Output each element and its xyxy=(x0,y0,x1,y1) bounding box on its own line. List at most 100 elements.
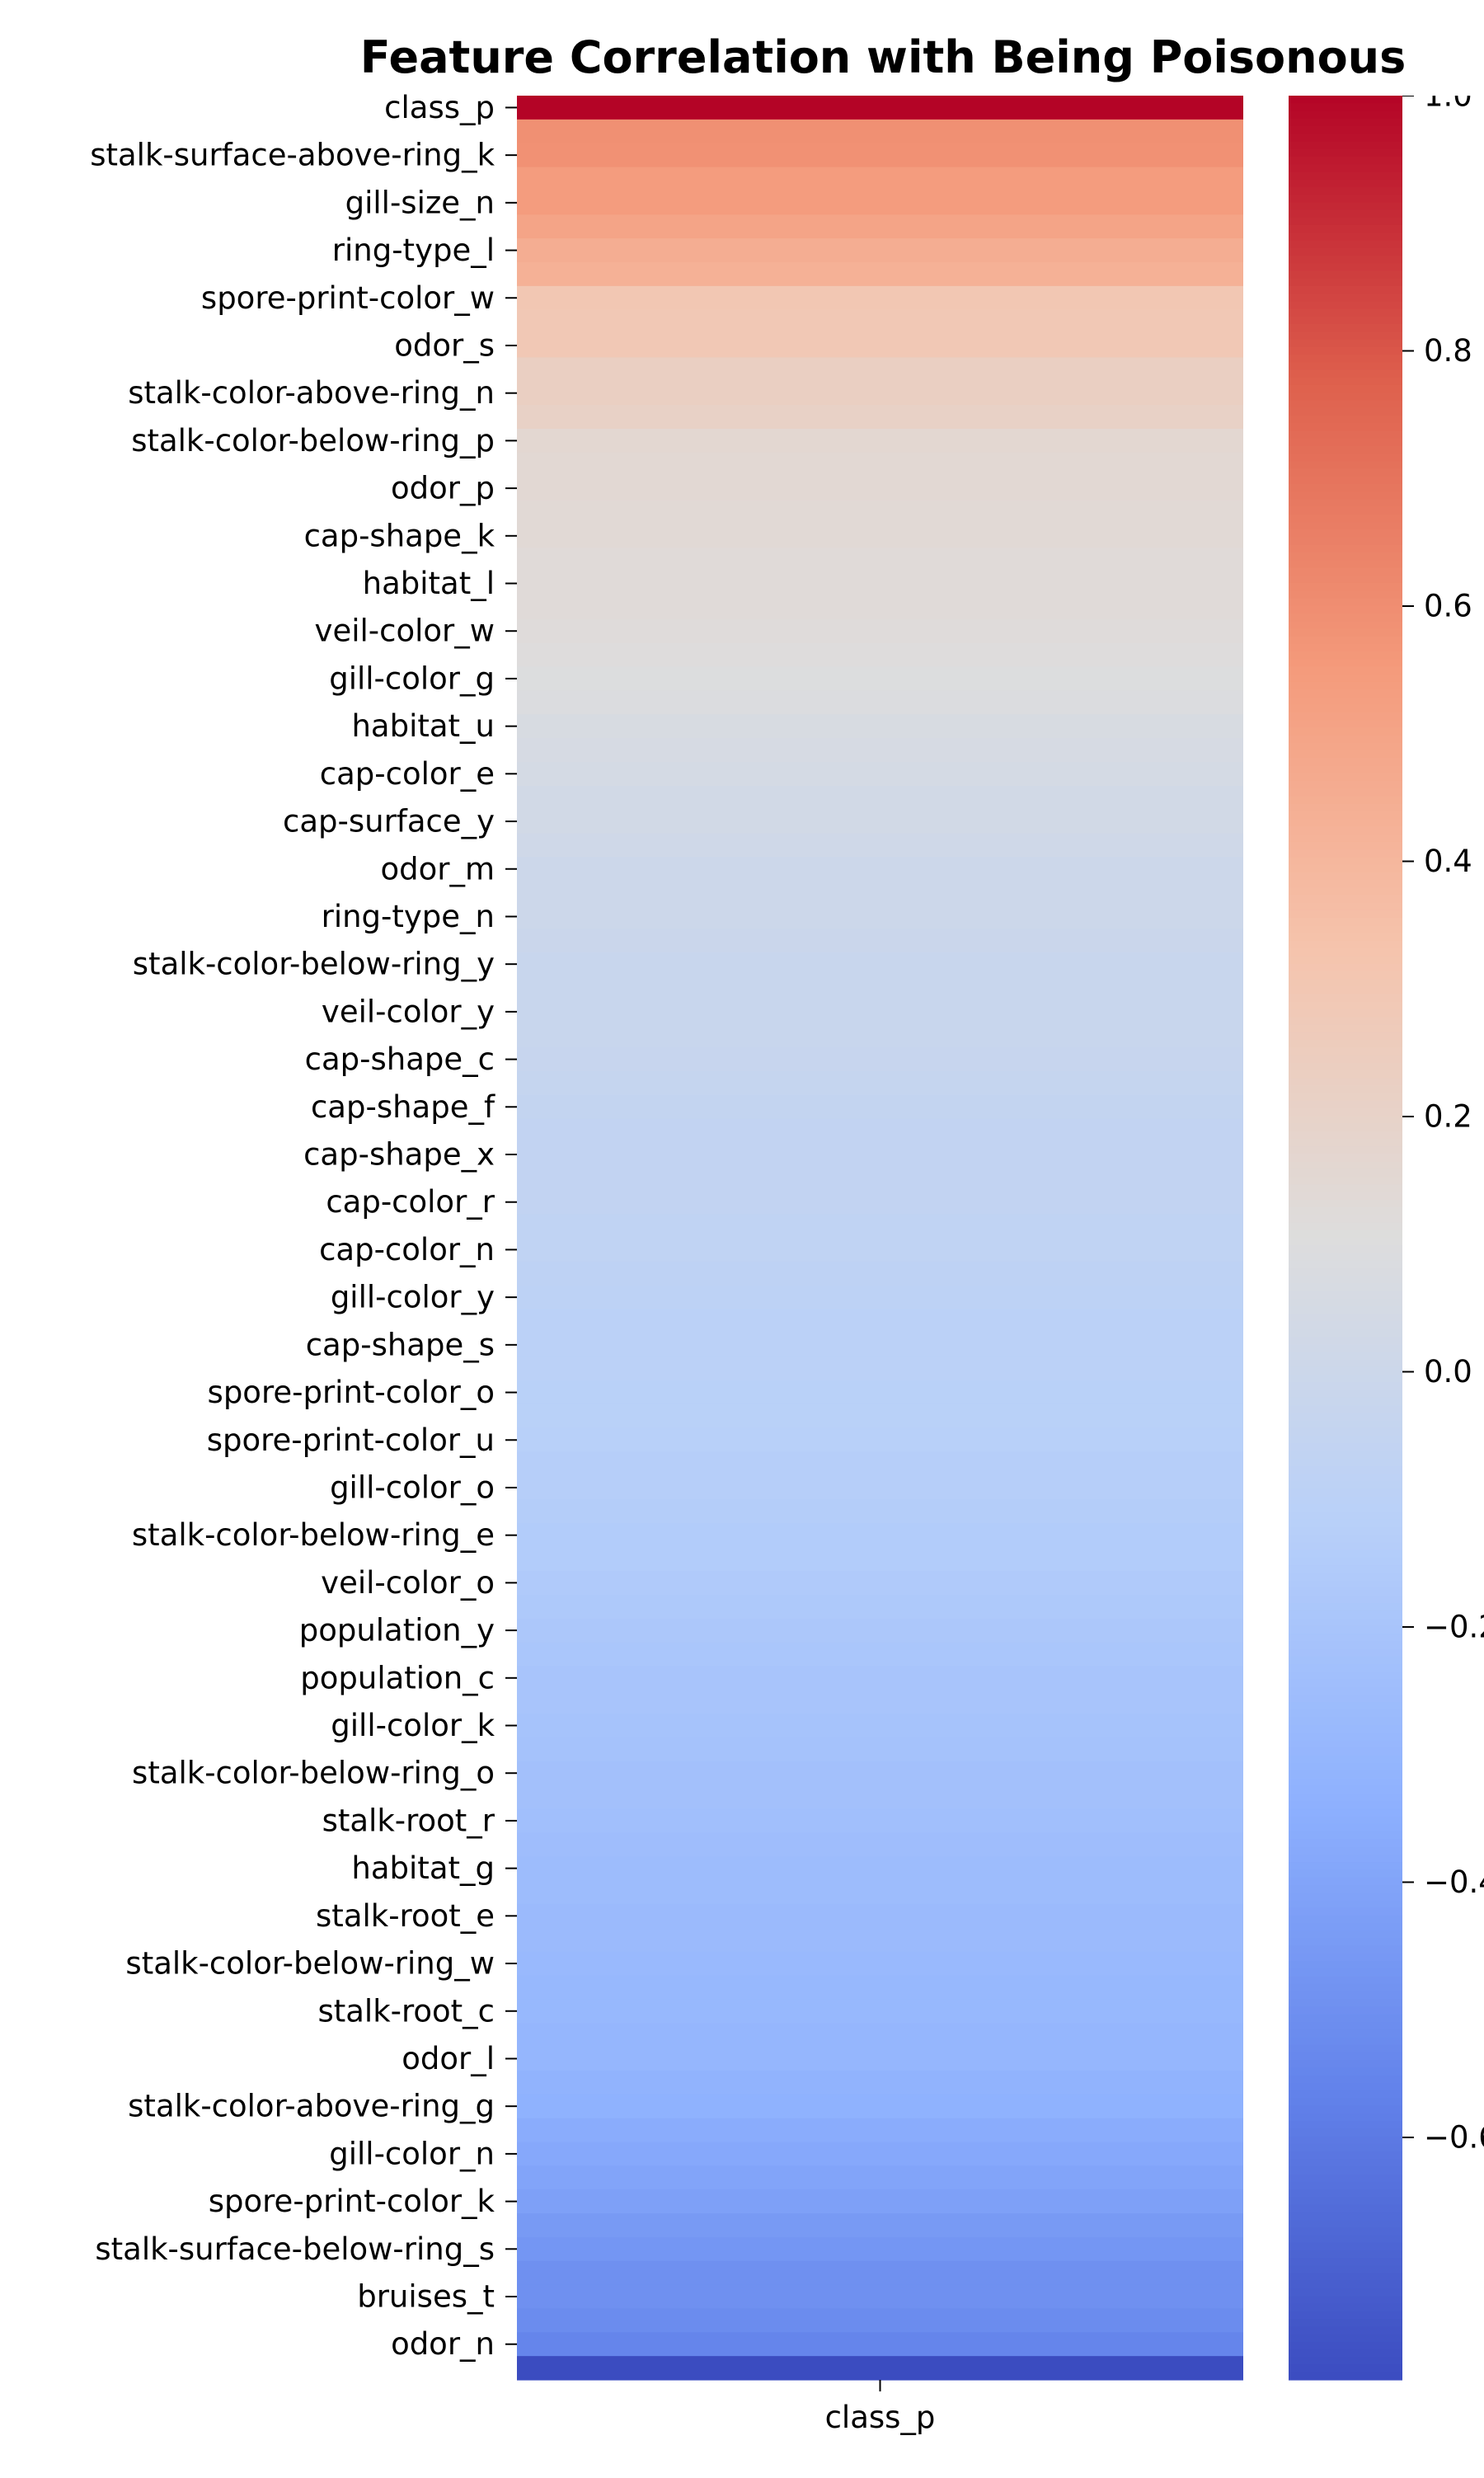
colorbar-segment xyxy=(1289,2136,1402,2145)
row-tick-label: veil-color_o xyxy=(321,1565,495,1601)
heatmap-cell xyxy=(517,1594,1243,1620)
colorbar-segment xyxy=(1289,940,1402,949)
colorbar-segment xyxy=(1289,1672,1402,1681)
colorbar-segment xyxy=(1289,1930,1402,1940)
heatmap-cell xyxy=(517,2118,1243,2143)
colorbar-segment xyxy=(1289,544,1402,553)
colorbar-segment xyxy=(1289,1413,1402,1422)
colorbar-segment xyxy=(1289,1154,1402,1163)
heatmap-cell xyxy=(517,405,1243,430)
heatmap-cell xyxy=(517,1951,1243,1977)
colorbar-segment xyxy=(1289,2014,1402,2023)
colorbar-segment xyxy=(1289,1983,1402,1992)
column-tick-labels: class_p xyxy=(825,2380,935,2435)
colorbar-segment xyxy=(1289,1298,1402,1307)
heatmap-cell xyxy=(517,2236,1243,2262)
row-tick-label: habitat_l xyxy=(363,566,495,601)
colorbar-segment xyxy=(1289,1230,1402,1239)
heatmap-cell xyxy=(517,1570,1243,1596)
colorbar-segment xyxy=(1289,1366,1402,1375)
row-tick-label: odor_p xyxy=(391,471,495,506)
heatmap-cell xyxy=(517,595,1243,620)
colorbar-segment xyxy=(1289,423,1402,431)
colorbar-segment xyxy=(1289,2349,1402,2358)
colorbar-segment xyxy=(1289,773,1402,782)
heatmap-cell xyxy=(517,1975,1243,2000)
colorbar-segment xyxy=(1289,1337,1402,1345)
colorbar-segment xyxy=(1289,605,1402,614)
colorbar-segment xyxy=(1289,1603,1402,1612)
colorbar-segment xyxy=(1289,1893,1402,1901)
row-tick-label: stalk-color-below-ring_o xyxy=(132,1756,495,1791)
colorbar-segment xyxy=(1289,1253,1402,1262)
heatmap-cell xyxy=(517,2332,1243,2357)
colorbar-segment xyxy=(1289,834,1402,843)
colorbar-segment xyxy=(1289,331,1402,341)
heatmap-cell xyxy=(517,1047,1243,1072)
colorbar-segment xyxy=(1289,1542,1402,1551)
colorbar-segment xyxy=(1289,2341,1402,2350)
colorbar-segment xyxy=(1289,1276,1402,1284)
colorbar-segment xyxy=(1289,1177,1402,1185)
row-tick-label: stalk-color-above-ring_n xyxy=(128,375,495,411)
colorbar-segment xyxy=(1289,1945,1402,1954)
colorbar-segment xyxy=(1289,1344,1402,1353)
colorbar-segment xyxy=(1289,2235,1402,2244)
colorbar-segment xyxy=(1289,2334,1402,2343)
colorbar-segment xyxy=(1289,2212,1402,2221)
heatmap-cell xyxy=(517,333,1243,358)
colorbar-segment xyxy=(1289,1968,1402,1977)
colorbar-segment xyxy=(1289,1420,1402,1429)
row-tick-labels: class_p stalk-surface-above-ring_k gill-si… xyxy=(90,90,517,2362)
colorbar-segment xyxy=(1289,781,1402,789)
colorbar-segment xyxy=(1289,1078,1402,1086)
colorbar-segment xyxy=(1289,2052,1402,2061)
heatmap-cell xyxy=(517,548,1243,572)
colorbar-segment xyxy=(1289,1801,1402,1810)
colorbar-segment xyxy=(1289,1580,1402,1589)
colorbar-segment xyxy=(1289,727,1402,736)
colorbar-segment xyxy=(1289,986,1402,995)
colorbar-segment xyxy=(1289,1222,1402,1231)
colorbar-segment xyxy=(1289,1116,1402,1125)
colorbar-segment xyxy=(1289,1314,1402,1323)
colorbar-segment xyxy=(1289,643,1402,652)
colorbar-segment xyxy=(1289,2220,1402,2228)
row-tick-label: stalk-color-below-ring_y xyxy=(133,947,495,982)
heatmap-cell xyxy=(517,1333,1243,1357)
heatmap-cell xyxy=(517,952,1243,977)
colorbar-segment xyxy=(1289,1260,1402,1269)
row-tick-label: cap-color_e xyxy=(320,756,495,792)
colorbar-segment xyxy=(1289,1618,1402,1627)
colorbar-segment xyxy=(1289,468,1402,477)
row-tick-label: odor_m xyxy=(380,851,495,886)
row-tick-label: gill-color_g xyxy=(329,661,495,696)
heatmap-cell xyxy=(517,905,1243,929)
colorbar-segment xyxy=(1289,918,1402,927)
colorbar-segment xyxy=(1289,1168,1402,1178)
heatmap-cell xyxy=(517,1808,1243,1833)
colorbar-segment xyxy=(1289,1953,1402,1962)
row-tick-label: population_y xyxy=(299,1613,495,1648)
colorbar-segment xyxy=(1289,1100,1402,1109)
heatmap-cell xyxy=(517,738,1243,763)
row-tick-label: veil-color_w xyxy=(315,614,495,649)
colorbar-segment xyxy=(1289,1032,1402,1041)
colorbar-segment xyxy=(1289,1573,1402,1582)
colorbar-segment xyxy=(1289,430,1402,440)
colorbar-segment xyxy=(1289,233,1402,242)
row-tick-label: stalk-root_r xyxy=(322,1803,495,1838)
colorbar-segment xyxy=(1289,651,1402,660)
colorbar-tick-label: 0.2 xyxy=(1424,1098,1472,1134)
row-tick-label: spore-print-color_k xyxy=(209,2184,495,2219)
colorbar-segment xyxy=(1289,575,1402,584)
colorbar-segment xyxy=(1289,316,1402,325)
colorbar-tick-label: 0.4 xyxy=(1424,844,1472,879)
heatmap-cell xyxy=(517,690,1243,715)
row-tick-label: population_c xyxy=(300,1660,495,1695)
colorbar-segment xyxy=(1289,1024,1402,1033)
heatmap-cell xyxy=(517,119,1243,144)
colorbar-tick-label: 0.8 xyxy=(1424,333,1472,369)
heatmap-cell xyxy=(517,857,1243,882)
heatmap-cell xyxy=(517,1666,1243,1690)
